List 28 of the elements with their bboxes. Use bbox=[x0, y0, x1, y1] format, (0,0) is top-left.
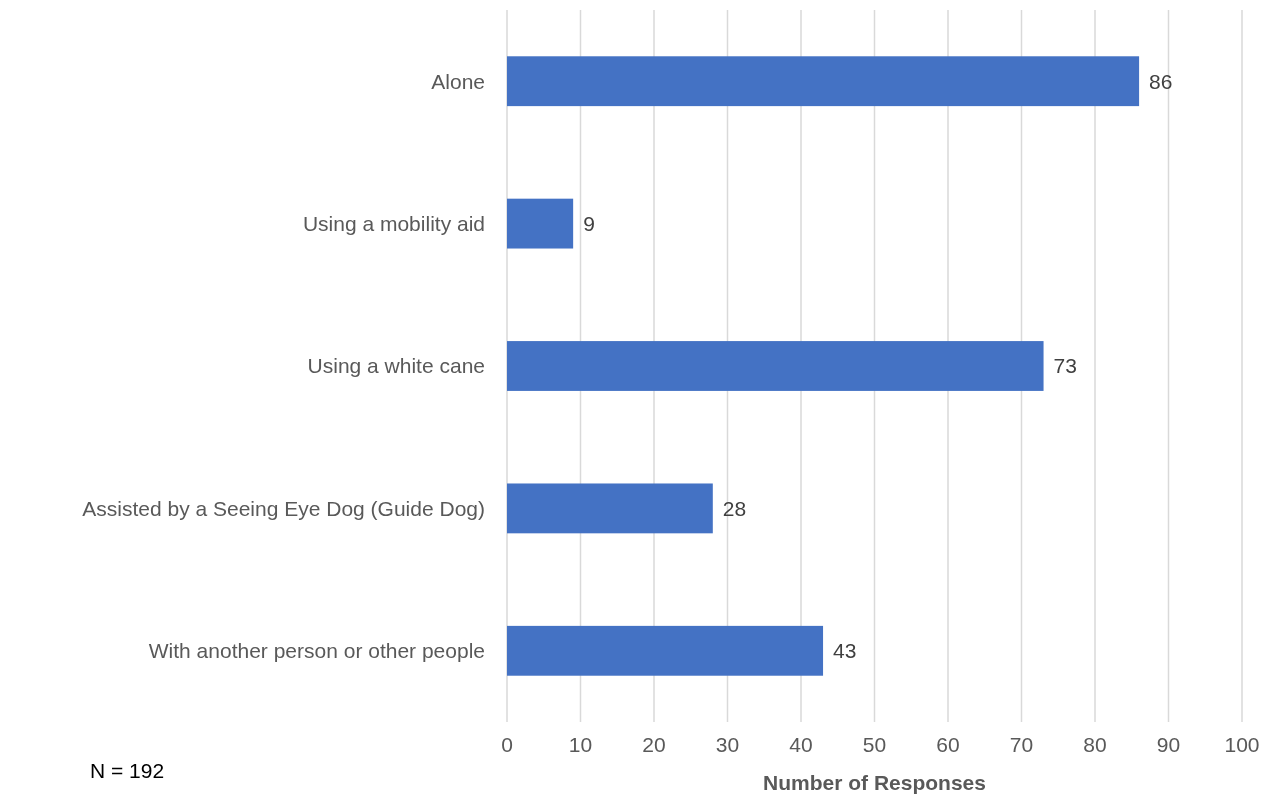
x-tick-label: 40 bbox=[789, 733, 813, 756]
x-tick-label: 30 bbox=[715, 733, 740, 756]
bar bbox=[507, 56, 1140, 107]
y-tick-label: Using a mobility aid bbox=[302, 211, 485, 235]
x-tick-label: 80 bbox=[1083, 733, 1107, 756]
data-label: 28 bbox=[722, 496, 747, 520]
y-tick-label: With another person or other people bbox=[148, 639, 485, 663]
x-tick-label: 90 bbox=[1156, 733, 1181, 756]
data-label: 73 bbox=[1053, 354, 1077, 378]
x-axis-title: Number of Responses bbox=[763, 771, 986, 794]
x-tick-label: 0 bbox=[501, 733, 513, 756]
bar bbox=[507, 625, 824, 676]
x-tick-label: 100 bbox=[1224, 733, 1260, 756]
y-tick-label: Assisted by a Seeing Eye Dog (Guide Dog) bbox=[82, 496, 485, 520]
bar bbox=[507, 341, 1044, 391]
x-tick-label: 10 bbox=[568, 733, 593, 756]
x-tick-label: 60 bbox=[936, 733, 960, 756]
bar bbox=[507, 198, 574, 249]
bar bbox=[507, 483, 713, 534]
x-tick-label: 70 bbox=[1009, 733, 1034, 756]
x-tick-label: 50 bbox=[862, 733, 887, 756]
y-tick-label: Alone bbox=[431, 69, 485, 93]
data-label: 86 bbox=[1149, 69, 1173, 93]
y-tick-label: Using a white cane bbox=[307, 354, 485, 378]
text: N = 192 bbox=[90, 759, 165, 782]
x-tick-label: 20 bbox=[642, 733, 666, 756]
data-label: 43 bbox=[833, 639, 857, 663]
data-label: 9 bbox=[583, 211, 595, 235]
